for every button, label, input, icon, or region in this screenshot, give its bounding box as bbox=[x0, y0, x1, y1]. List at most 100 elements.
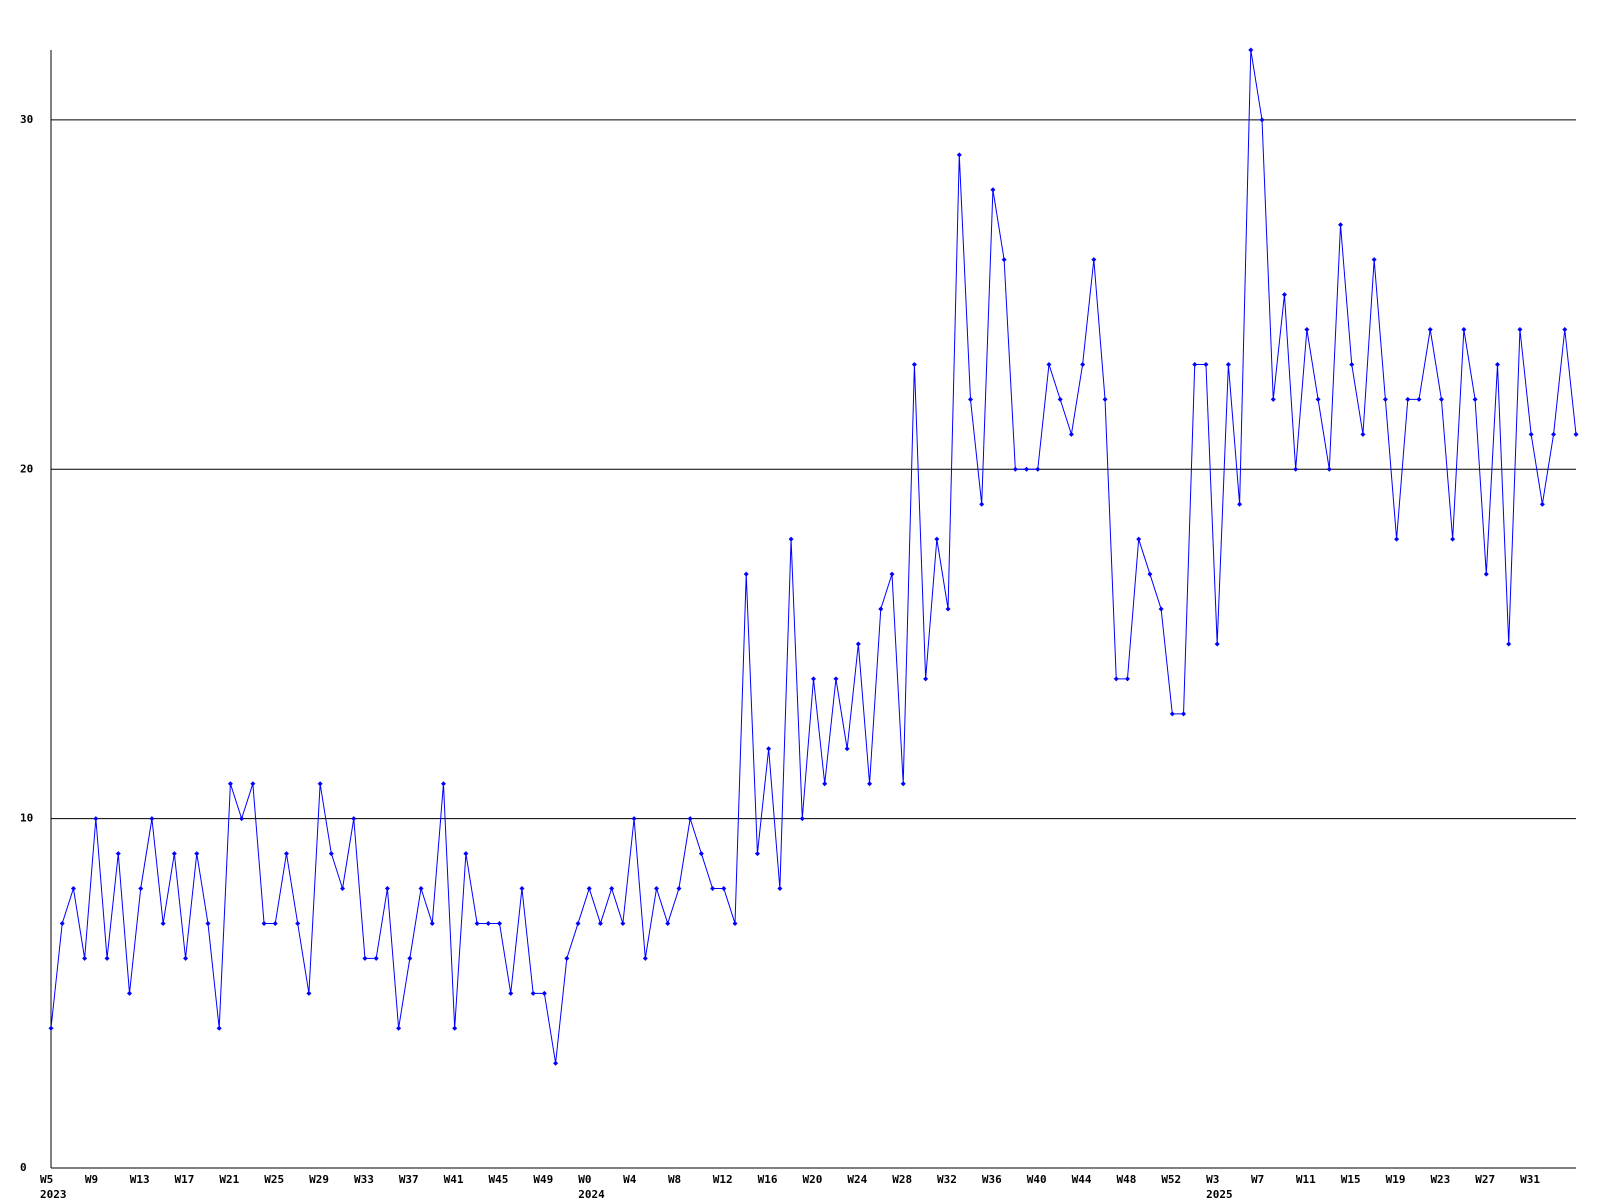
point bbox=[1416, 396, 1422, 402]
point bbox=[497, 920, 503, 926]
point bbox=[1573, 431, 1579, 437]
point bbox=[272, 920, 278, 926]
point bbox=[396, 1025, 402, 1031]
point bbox=[732, 920, 738, 926]
point bbox=[59, 920, 65, 926]
point bbox=[440, 781, 446, 787]
point bbox=[362, 955, 368, 961]
point bbox=[1158, 606, 1164, 612]
x-tick-label: W28 bbox=[892, 1173, 912, 1186]
point bbox=[1001, 257, 1007, 263]
point bbox=[777, 886, 783, 891]
point bbox=[1080, 361, 1086, 367]
point bbox=[867, 781, 873, 787]
point bbox=[183, 955, 189, 961]
y-tick-label: 0 bbox=[20, 1161, 27, 1174]
point bbox=[1438, 396, 1444, 402]
point bbox=[878, 606, 884, 612]
x-tick-label: W11 bbox=[1296, 1173, 1316, 1186]
point bbox=[1068, 431, 1074, 437]
point bbox=[1248, 47, 1254, 53]
point bbox=[93, 816, 99, 822]
point bbox=[1113, 676, 1119, 682]
point bbox=[620, 920, 626, 926]
point bbox=[1259, 117, 1265, 123]
point bbox=[1281, 292, 1287, 298]
point bbox=[474, 920, 480, 926]
point bbox=[945, 606, 951, 612]
point bbox=[1450, 536, 1456, 542]
point bbox=[575, 920, 581, 926]
year-label: 2023 bbox=[40, 1188, 67, 1200]
point bbox=[227, 781, 233, 787]
point bbox=[889, 571, 895, 577]
point bbox=[1528, 431, 1534, 437]
point bbox=[1562, 327, 1568, 332]
x-tick-label: W52 bbox=[1161, 1173, 1181, 1186]
point bbox=[1405, 396, 1411, 402]
y-tick-label: 10 bbox=[20, 812, 33, 825]
point bbox=[799, 816, 805, 822]
point bbox=[1360, 431, 1366, 437]
point bbox=[126, 990, 132, 996]
point bbox=[1371, 257, 1377, 263]
x-tick-label: W40 bbox=[1027, 1173, 1047, 1186]
point bbox=[104, 955, 110, 961]
x-tick-label: W15 bbox=[1341, 1173, 1361, 1186]
point bbox=[306, 990, 312, 996]
point bbox=[1293, 466, 1299, 472]
point bbox=[1495, 361, 1501, 367]
point bbox=[597, 920, 603, 926]
point bbox=[328, 851, 334, 857]
point bbox=[1461, 327, 1467, 332]
point bbox=[541, 990, 547, 996]
point bbox=[283, 851, 289, 857]
point bbox=[1539, 501, 1545, 507]
point bbox=[956, 152, 962, 158]
point bbox=[407, 955, 413, 961]
point bbox=[70, 886, 76, 891]
point bbox=[1169, 711, 1175, 717]
point bbox=[149, 816, 155, 822]
point bbox=[250, 781, 256, 787]
point bbox=[833, 676, 839, 682]
point bbox=[1091, 257, 1097, 263]
point bbox=[721, 886, 727, 891]
x-tick-label: W21 bbox=[219, 1173, 239, 1186]
point bbox=[373, 955, 379, 961]
x-tick-label: W19 bbox=[1386, 1173, 1406, 1186]
point bbox=[1024, 466, 1030, 472]
point bbox=[631, 816, 637, 822]
point bbox=[1394, 536, 1400, 542]
x-tick-label: W48 bbox=[1116, 1173, 1136, 1186]
x-tick-label: W0 bbox=[578, 1173, 591, 1186]
x-tick-label: W25 bbox=[264, 1173, 284, 1186]
point bbox=[676, 886, 682, 891]
point bbox=[1304, 327, 1310, 332]
point bbox=[754, 851, 760, 857]
point bbox=[1136, 536, 1142, 542]
point bbox=[1427, 327, 1433, 332]
point bbox=[1181, 711, 1187, 717]
point bbox=[1349, 361, 1355, 367]
x-tick-label: W12 bbox=[713, 1173, 733, 1186]
point bbox=[1338, 222, 1344, 228]
point bbox=[194, 851, 200, 857]
point bbox=[1517, 327, 1523, 332]
x-tick-label: W13 bbox=[130, 1173, 150, 1186]
point bbox=[138, 886, 144, 891]
point bbox=[990, 187, 996, 193]
point bbox=[340, 886, 346, 891]
point bbox=[519, 886, 525, 891]
x-tick-label: W3 bbox=[1206, 1173, 1219, 1186]
point bbox=[295, 920, 301, 926]
series-line bbox=[50, 49, 1577, 1064]
x-tick-label: W4 bbox=[623, 1173, 637, 1186]
x-tick-label: W23 bbox=[1430, 1173, 1450, 1186]
point bbox=[1270, 396, 1276, 402]
point bbox=[1483, 571, 1489, 577]
point bbox=[1214, 641, 1220, 647]
point bbox=[384, 886, 390, 891]
x-tick-label: W29 bbox=[309, 1173, 329, 1186]
